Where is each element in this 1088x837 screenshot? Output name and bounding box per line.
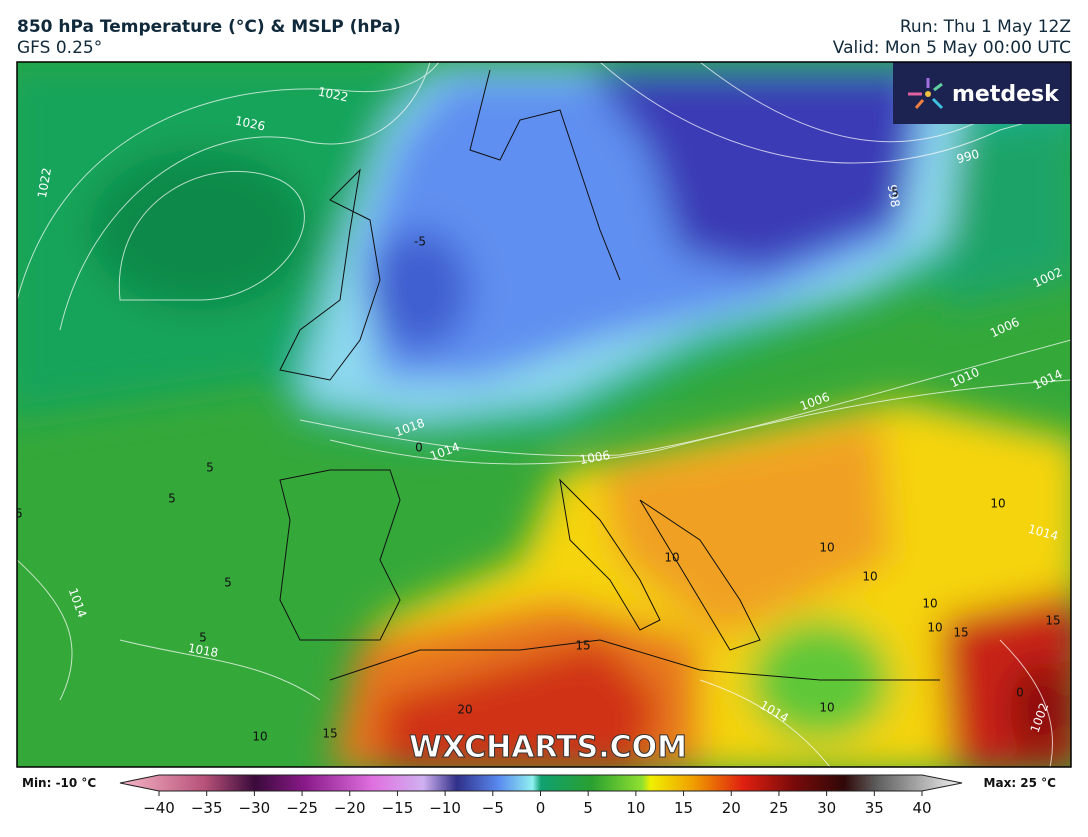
temperature-label: 15 [1045, 614, 1060, 628]
temperature-label: 10 [922, 597, 937, 611]
isobar-label: 1006 [579, 448, 612, 467]
temperature-label: 10 [990, 497, 1005, 511]
colorbar-tick-label: 40 [912, 799, 931, 817]
colorbar-tick-label: 35 [865, 799, 884, 817]
temperature-label: 5 [206, 461, 214, 475]
temperature-label: 10 [664, 551, 679, 565]
colorbar [119, 774, 963, 792]
isobar-label: 1022 [317, 84, 350, 104]
valid: Valid: Mon 5 May 00:00 UTC [833, 38, 1071, 58]
colorbar-min: Min: -10 °C [22, 776, 96, 790]
colorbar-max: Max: 25 °C [984, 776, 1057, 790]
colorbar-tick-label: 25 [769, 799, 788, 817]
temperature-label: 5 [224, 576, 232, 590]
temperature-label: 10 [862, 570, 877, 584]
temperature-label: 15 [575, 639, 590, 653]
temperature-label: 0 [1016, 686, 1024, 700]
temperature-labels: -5 0 5 5 5 5 5 10 10 10 10 10 10 15 15 15 20 10 10 15 5 0 [15, 186, 1061, 744]
temperature-label: 10 [819, 701, 834, 715]
colorbar-tick-label: −20 [334, 799, 366, 817]
temperature-label: 10 [819, 541, 834, 555]
isobar-label: 1018 [187, 641, 220, 660]
colorbar-tick-label: −15 [382, 799, 414, 817]
logo-icon [908, 78, 944, 110]
colorbar-ticks: −40 −35 −30 −25 −20 −15 −10 −5 0 5 10 15 20 25 30 35 40 [143, 791, 932, 817]
colorbar-tick-label: 30 [817, 799, 836, 817]
temperature-label: 5 [15, 507, 23, 521]
isobar-label: 990 [955, 147, 981, 166]
colorbar-tick-label: −5 [482, 799, 504, 817]
temperature-label: 10 [927, 621, 942, 635]
temperature-label: 15 [953, 626, 968, 640]
colorbar-tick-label: −25 [286, 799, 318, 817]
temperature-label: -5 [414, 235, 426, 249]
map-frame [16, 61, 1072, 768]
colorbar-tick-label: −10 [429, 799, 461, 817]
watermark: WXCHARTS.COM [409, 730, 687, 765]
temperature-label: 0 [415, 441, 423, 455]
colorbar-tick-label: −40 [143, 799, 175, 817]
temperature-label: 5 [168, 492, 176, 506]
temperature-label: 20 [457, 703, 472, 717]
subtitle: GFS 0.25° [17, 38, 102, 58]
temperature-label: 15 [322, 727, 337, 741]
temperature-label: 5 [199, 631, 207, 645]
colorbar-tick-label: 20 [722, 799, 741, 817]
colorbar-tick-label: 10 [626, 799, 645, 817]
temperature-label: 10 [252, 730, 267, 744]
colorbar-tick-label: 0 [536, 799, 546, 817]
isobar-label: 1022 [35, 167, 54, 200]
logo: metdesk [952, 82, 1060, 107]
isobar-label: 1026 [234, 113, 267, 133]
colorbar-tick-label: 5 [583, 799, 593, 817]
colorbar-tick-label: −30 [239, 799, 271, 817]
logo-box [893, 62, 1071, 124]
run: Run: Thu 1 May 12Z [900, 17, 1071, 37]
colorbar-tick-label: −35 [191, 799, 223, 817]
colorbar-tick-label: 15 [674, 799, 693, 817]
isobar-label: 998 [885, 183, 903, 208]
temperature-label: 5 [891, 186, 899, 200]
title: 850 hPa Temperature (°C) & MSLP (hPa) [17, 17, 401, 37]
